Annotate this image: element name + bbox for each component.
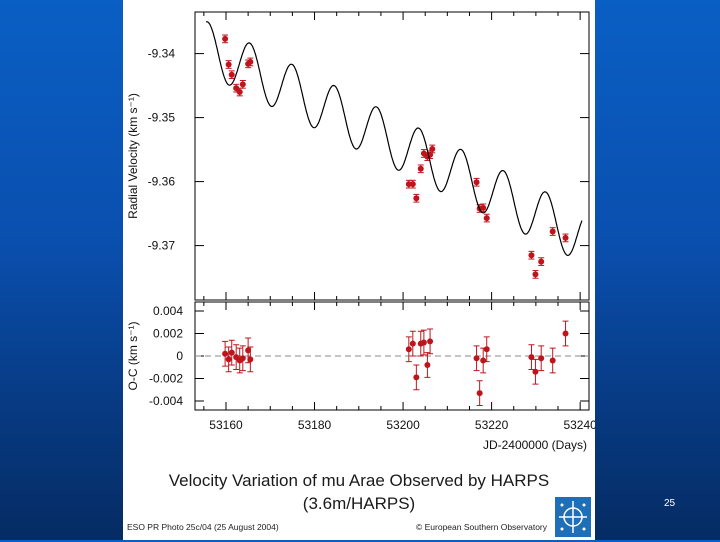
bottom-data-point	[239, 355, 246, 362]
photo-credit: ESO PR Photo 25c/04 (25 August 2004)	[127, 522, 279, 532]
top-data-point	[413, 195, 420, 202]
bottom-data-point	[409, 340, 416, 347]
top-y-tick-label: -9.35	[148, 111, 176, 125]
top-plot-frame	[194, 11, 590, 301]
top-data-point	[483, 215, 490, 222]
top-data-point	[233, 85, 240, 92]
top-data-point	[222, 35, 229, 42]
bottom-data-point	[549, 357, 556, 364]
organization-credit: © European Southern Observatory	[416, 522, 548, 532]
top-data-point	[562, 234, 569, 241]
top-data-point	[538, 258, 545, 265]
slide-number: 25	[664, 498, 676, 509]
bottom-y-tick-label: 0.004	[153, 304, 183, 318]
top-data-point	[549, 228, 556, 235]
top-y-tick-label: -9.34	[148, 47, 176, 61]
x-tick-label: 53220	[475, 418, 509, 432]
x-axis-title: JD-2400000 (Days)	[483, 438, 587, 452]
bottom-data-point	[245, 347, 252, 354]
figure-caption-title: Velocity Variation of mu Arae Observed b…	[168, 471, 550, 490]
top-data-point	[228, 71, 235, 78]
orbital-fit-curve	[206, 21, 583, 257]
top-y-axis-title: Radial Velocity (km s⁻¹)	[126, 93, 140, 219]
top-data-point	[247, 58, 254, 65]
bottom-y-axis-title: O-C (km s⁻¹)	[126, 322, 140, 391]
bottom-data-point	[562, 330, 569, 337]
bottom-y-tick-label: -0.004	[149, 394, 183, 408]
x-tick-label: 53160	[209, 418, 243, 432]
bottom-data-point	[222, 350, 229, 357]
bottom-data-point	[424, 362, 431, 368]
eso-logo	[555, 497, 591, 537]
top-data-point	[429, 145, 436, 152]
top-data-point	[528, 252, 535, 259]
top-data-point	[225, 61, 232, 68]
bottom-data-point	[228, 349, 235, 356]
top-data-point	[480, 204, 487, 211]
bottom-data-point	[225, 356, 232, 363]
bottom-data-point	[413, 374, 420, 381]
figure-panel: -9.34 -9.35 -9.36 -9.37 Radial Velocity (km …	[123, 0, 595, 540]
top-data-point	[239, 81, 246, 88]
top-data-point	[409, 181, 416, 188]
bottom-data-point	[480, 357, 487, 364]
top-y-tick-label: -9.36	[148, 175, 176, 189]
bottom-data-point	[427, 338, 434, 345]
top-data-point	[417, 165, 424, 172]
bottom-data-point	[538, 355, 545, 362]
x-tick-label: 53240	[563, 418, 595, 432]
bottom-data-point	[532, 368, 539, 375]
bottom-data-point	[247, 356, 254, 363]
bottom-data-point	[528, 354, 535, 361]
top-data-point	[473, 179, 480, 186]
bottom-data-point	[405, 346, 412, 353]
chart-figure: -9.34 -9.35 -9.36 -9.37 Radial Velocity (km …	[126, 11, 595, 452]
bottom-y-tick-label: -0.002	[149, 372, 183, 386]
bottom-data-point	[473, 355, 480, 362]
bottom-y-tick-label: 0.002	[153, 327, 183, 341]
top-data-point	[236, 89, 243, 95]
x-tick-label: 53180	[298, 418, 332, 432]
x-tick-label: 53200	[386, 418, 420, 432]
bottom-data-point	[420, 339, 427, 346]
figure-caption-subtitle: (3.6m/HARPS)	[302, 494, 416, 513]
top-y-tick-label: -9.37	[148, 239, 176, 253]
top-data-point	[532, 271, 539, 278]
bottom-data-point	[483, 346, 490, 353]
bottom-y-tick-label: 0	[176, 349, 183, 363]
bottom-data-point	[476, 390, 483, 397]
